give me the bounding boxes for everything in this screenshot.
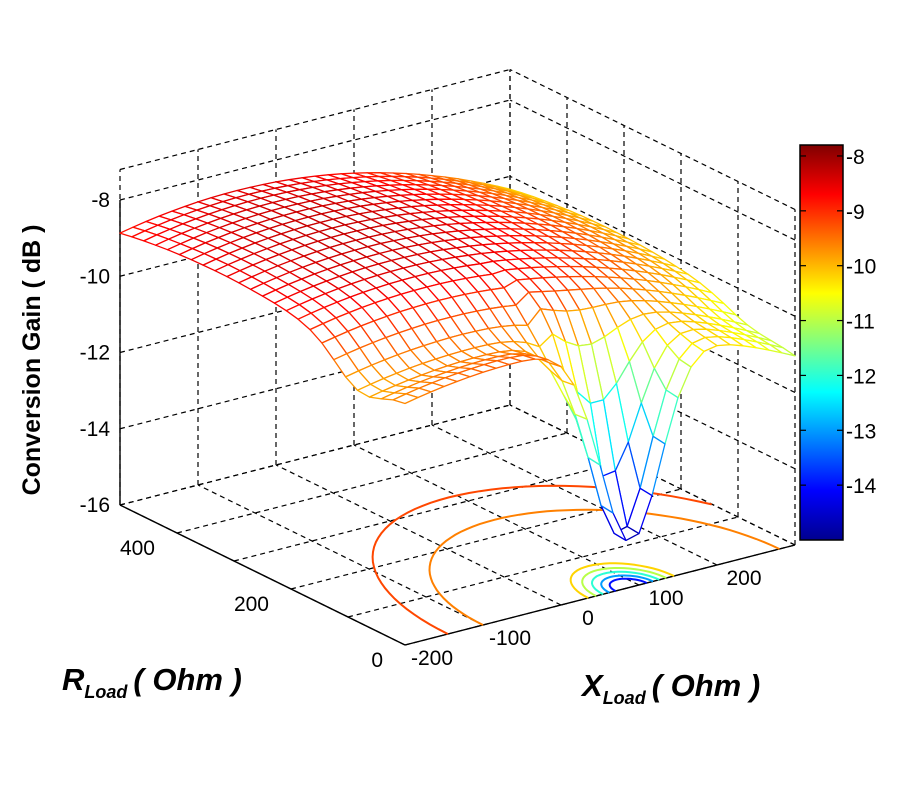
colorbar-tick-label: -11 <box>846 311 875 334</box>
wall-grid-z2 <box>509 99 796 241</box>
colorbar-tick-label: -13 <box>846 420 876 443</box>
z-tick-label: -10 <box>80 265 110 288</box>
contour-line <box>600 574 654 594</box>
wall-grid-z2 <box>509 68 796 211</box>
floor-grid-x <box>353 444 640 586</box>
x-axis-label: XLoad( Ohm ) <box>580 668 760 708</box>
colorbar-ticks: -8 -9 -10 -11 -12 -13 -14 <box>800 146 877 498</box>
contour-line <box>590 570 660 596</box>
x-axis-label-main: X <box>580 668 605 703</box>
colorbar-tick-label: -12 <box>846 365 876 388</box>
z-tick-label: -12 <box>80 342 110 365</box>
x-tick-label: -100 <box>489 627 531 650</box>
x-axis-label-sub: Load <box>603 688 647 708</box>
wall-grid-z2 <box>509 404 796 546</box>
colorbar-tick-label: -9 <box>846 201 865 224</box>
wall-grid-z2 <box>509 175 796 317</box>
y-axis-label-main: R <box>62 662 85 697</box>
contour-line <box>569 562 675 599</box>
mesh-face <box>392 393 419 405</box>
floor-grid-x <box>431 424 718 566</box>
z-tick-label: -8 <box>91 189 110 212</box>
z-axis-label: Conversion Gain ( dB ) <box>18 225 46 496</box>
x-axis-line <box>404 544 796 646</box>
colorbar: -8 -9 -10 -11 -12 -13 -14 <box>799 144 877 541</box>
floor-grid-x <box>275 464 562 606</box>
surface-mesh <box>119 172 796 542</box>
y-axis-label-sub: Load <box>84 682 128 702</box>
x-axis-label-unit: ( Ohm ) <box>652 668 761 703</box>
y-axis-label-unit: ( Ohm ) <box>133 662 242 697</box>
floor-grid-x <box>197 484 484 626</box>
contour-line <box>371 484 712 635</box>
r-axis-line <box>119 504 406 646</box>
contour-line <box>608 577 648 592</box>
x-tick-label: 100 <box>648 587 683 610</box>
wall-grid-z <box>119 68 511 171</box>
r-tick-label: 0 <box>371 649 383 672</box>
colorbar-tick-label: -8 <box>846 146 865 169</box>
r-tick-label: 200 <box>234 593 269 616</box>
contour-line <box>428 508 780 626</box>
x-tick-label: 200 <box>726 567 761 590</box>
wall-grid-z <box>119 404 511 506</box>
z-tick-label: -16 <box>80 494 110 517</box>
x-tick-label: 0 <box>582 607 594 630</box>
floor-grid-r <box>176 432 568 534</box>
floor-grid-r <box>347 516 739 618</box>
y-axis-label: RLoad( Ohm ) <box>62 662 242 702</box>
contour-line <box>581 567 667 597</box>
tick-labels: -8 -10 -12 -14 -16 0 200 400 -200 -100 0 100 200 <box>80 189 762 672</box>
floor-grid-r <box>233 460 625 562</box>
colorbar-tick-label: -14 <box>846 475 877 498</box>
colorbar-gradient <box>799 144 844 541</box>
wall-grid-z <box>119 99 511 201</box>
x-tick-label: -200 <box>411 647 453 670</box>
colorbar-tick-label: -10 <box>846 256 876 279</box>
r-tick-label: 400 <box>120 537 155 560</box>
z-tick-label: -14 <box>80 418 111 441</box>
